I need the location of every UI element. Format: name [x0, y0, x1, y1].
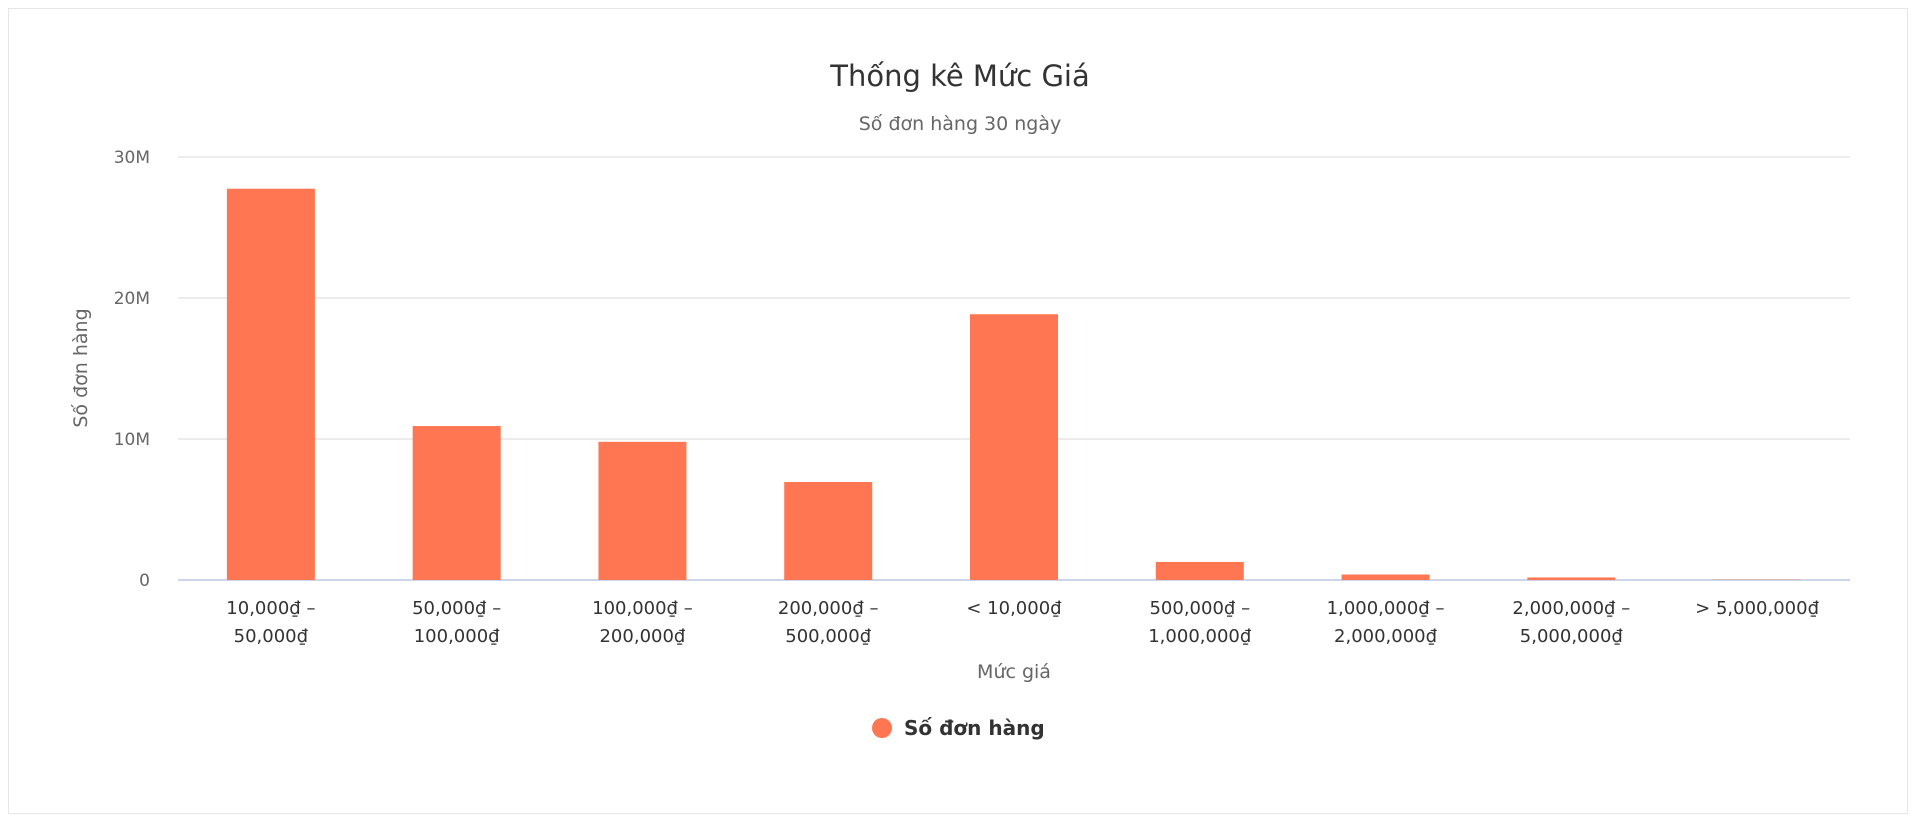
x-tick-label: < 10,000₫	[966, 598, 1062, 619]
bar[interactable]	[1155, 561, 1244, 580]
x-tick-label: > 5,000,000₫	[1695, 598, 1819, 619]
bar[interactable]	[1527, 577, 1616, 580]
x-tick-label: 10,000₫ –50,000₫	[226, 598, 315, 647]
legend-item[interactable]: Số đơn hàng	[872, 716, 1045, 740]
x-axis-title: Mức giá	[977, 661, 1051, 683]
y-tick-label: 20M	[114, 289, 150, 309]
bar[interactable]	[970, 314, 1058, 580]
chart-subtitle: Số đơn hàng 30 ngày	[859, 113, 1062, 135]
bar[interactable]	[784, 482, 873, 580]
x-tick-label: 1,000,000₫ –2,000,000₫	[1327, 598, 1445, 647]
chart-title: Thống kê Mức Giá	[829, 59, 1090, 93]
legend-marker	[872, 718, 892, 738]
x-tick-label: 50,000₫ –100,000₫	[412, 598, 501, 647]
y-tick-label: 30M	[114, 148, 150, 168]
bar[interactable]	[1341, 574, 1430, 580]
legend-label: Số đơn hàng	[904, 716, 1045, 740]
chart-container	[8, 8, 1908, 814]
x-tick-label: 200,000₫ –500,000₫	[778, 598, 879, 647]
y-tick-label: 10M	[114, 430, 150, 450]
y-axis-title: Số đơn hàng	[70, 308, 92, 427]
x-tick-label: 100,000₫ –200,000₫	[592, 598, 693, 647]
bar[interactable]	[598, 441, 687, 580]
x-tick-label: 2,000,000₫ –5,000,000₫	[1512, 598, 1630, 647]
bar[interactable]	[412, 426, 501, 580]
y-tick-label: 0	[139, 571, 150, 591]
bar[interactable]	[226, 188, 315, 580]
x-tick-label: 500,000₫ –1,000,000₫	[1148, 598, 1252, 647]
